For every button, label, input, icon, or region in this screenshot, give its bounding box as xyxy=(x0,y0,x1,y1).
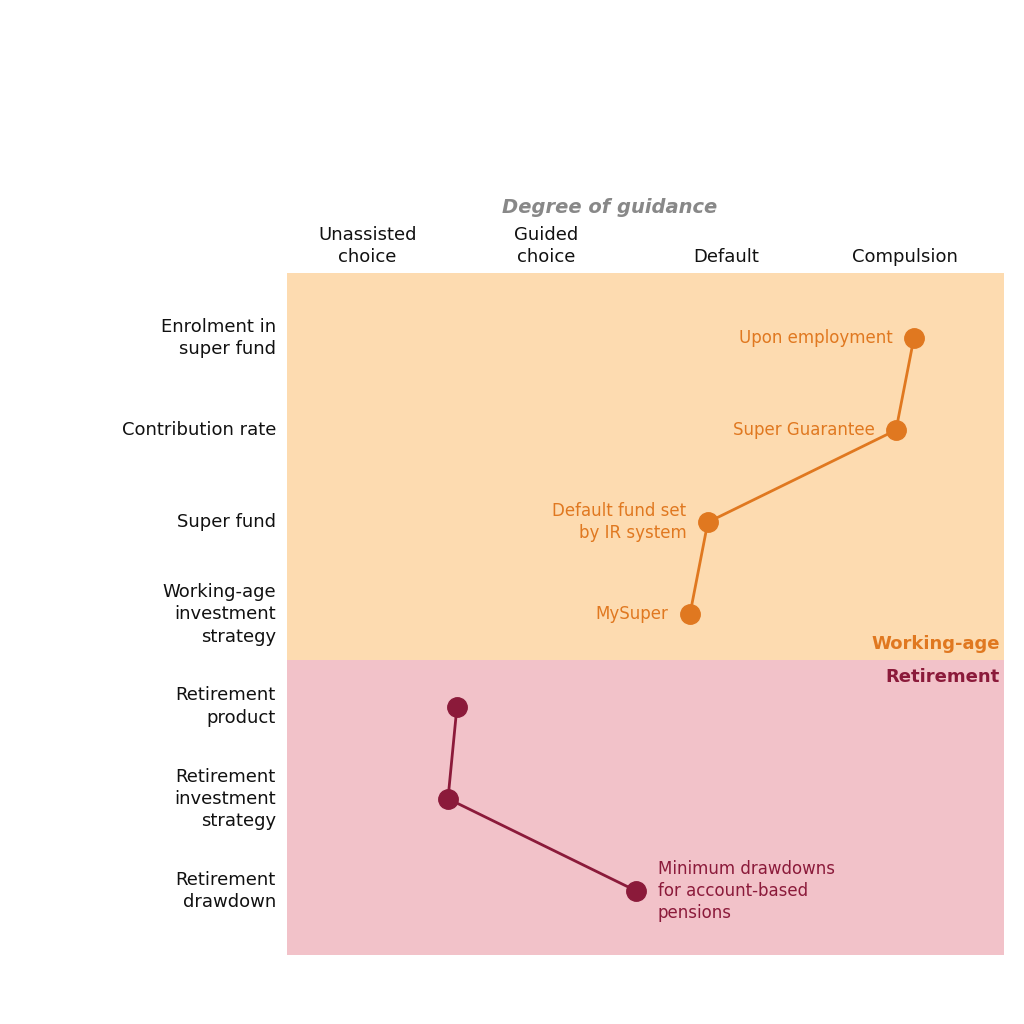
Text: Guided
choice: Guided choice xyxy=(514,226,579,266)
Text: Compulsion: Compulsion xyxy=(852,248,957,266)
Text: Working-age: Working-age xyxy=(871,635,999,653)
Text: Degree of guidance: Degree of guidance xyxy=(502,198,717,216)
Text: Unassisted
choice: Unassisted choice xyxy=(318,226,417,266)
Text: Retirement
drawdown: Retirement drawdown xyxy=(176,870,276,911)
Text: Contribution rate: Contribution rate xyxy=(122,421,276,439)
Text: Minimum drawdowns
for account-based
pensions: Minimum drawdowns for account-based pens… xyxy=(657,860,835,922)
Text: Super Guarantee: Super Guarantee xyxy=(732,421,874,439)
Text: Upon employment: Upon employment xyxy=(738,329,892,347)
Text: Default: Default xyxy=(693,248,759,266)
Text: Default fund set
by IR system: Default fund set by IR system xyxy=(552,502,686,543)
Text: Super fund: Super fund xyxy=(177,513,276,531)
Text: Retirement
investment
strategy: Retirement investment strategy xyxy=(174,768,276,829)
Text: MySuper: MySuper xyxy=(596,605,669,624)
Bar xyxy=(287,273,1004,660)
Text: Retirement
product: Retirement product xyxy=(176,686,276,727)
Text: Working-age
investment
strategy: Working-age investment strategy xyxy=(163,584,276,645)
Bar xyxy=(287,660,1004,955)
Text: Enrolment in
super fund: Enrolment in super fund xyxy=(161,317,276,358)
Text: Retirement: Retirement xyxy=(886,668,999,686)
